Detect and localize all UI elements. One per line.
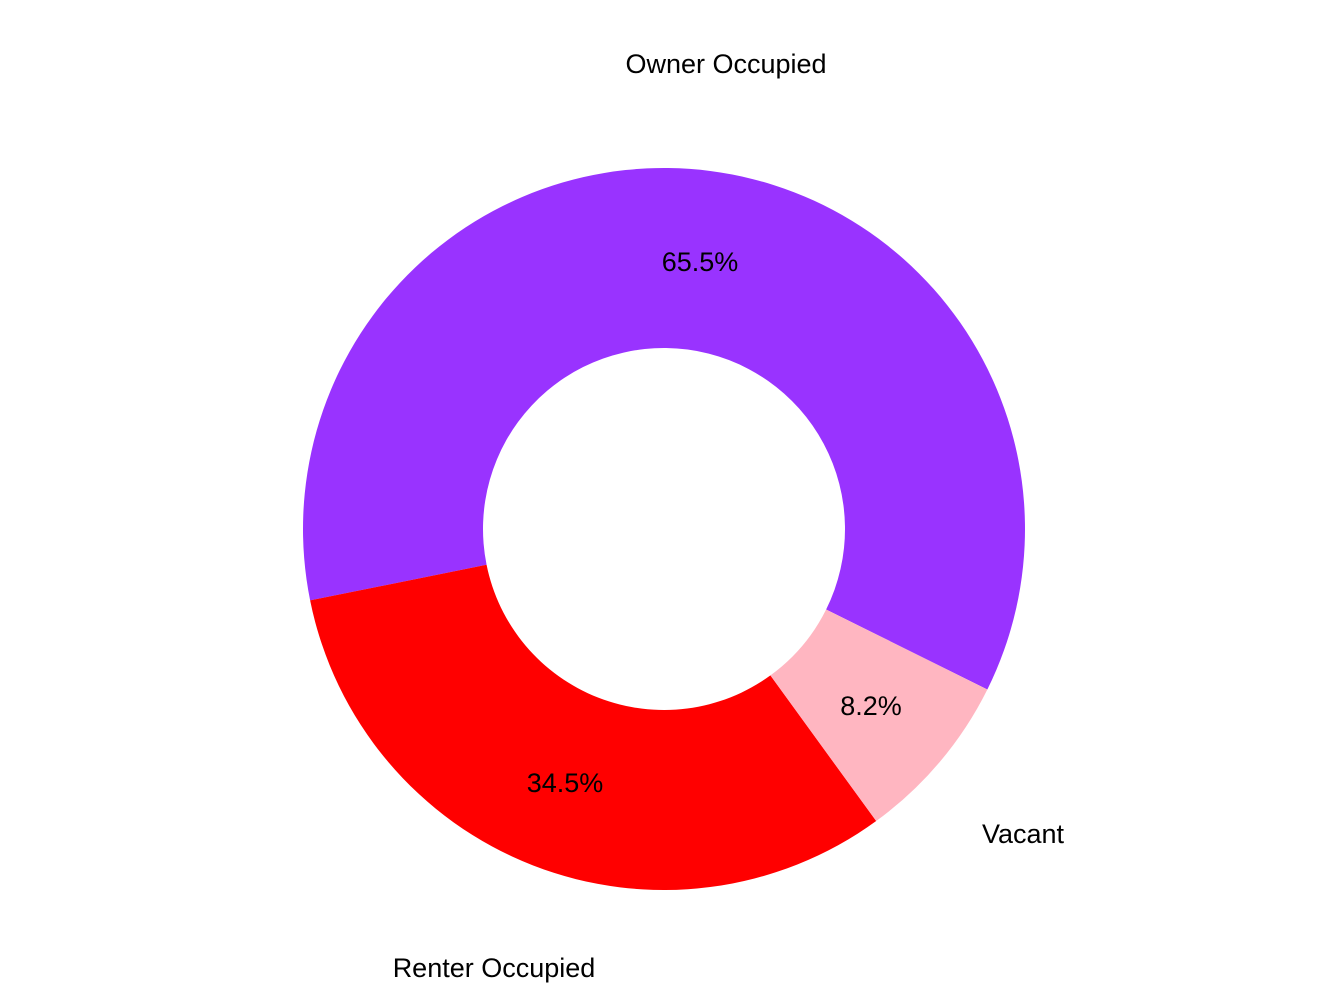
category-labels: Owner Occupied Renter Occupied Vacant [393, 49, 1065, 983]
slice-owner-occupied [302, 167, 1025, 690]
category-label-vacant: Vacant [982, 819, 1065, 849]
value-labels: 65.5% 34.5% 8.2% [527, 247, 902, 798]
value-label-owner: 65.5% [662, 247, 739, 277]
donut-slices [302, 167, 1025, 890]
slice-vacant [770, 609, 988, 822]
value-label-vacant: 8.2% [840, 691, 902, 721]
category-label-owner: Owner Occupied [625, 49, 826, 79]
category-label-renter: Renter Occupied [393, 953, 596, 983]
slice-renter-occupied [310, 564, 877, 890]
value-label-renter: 34.5% [527, 768, 604, 798]
